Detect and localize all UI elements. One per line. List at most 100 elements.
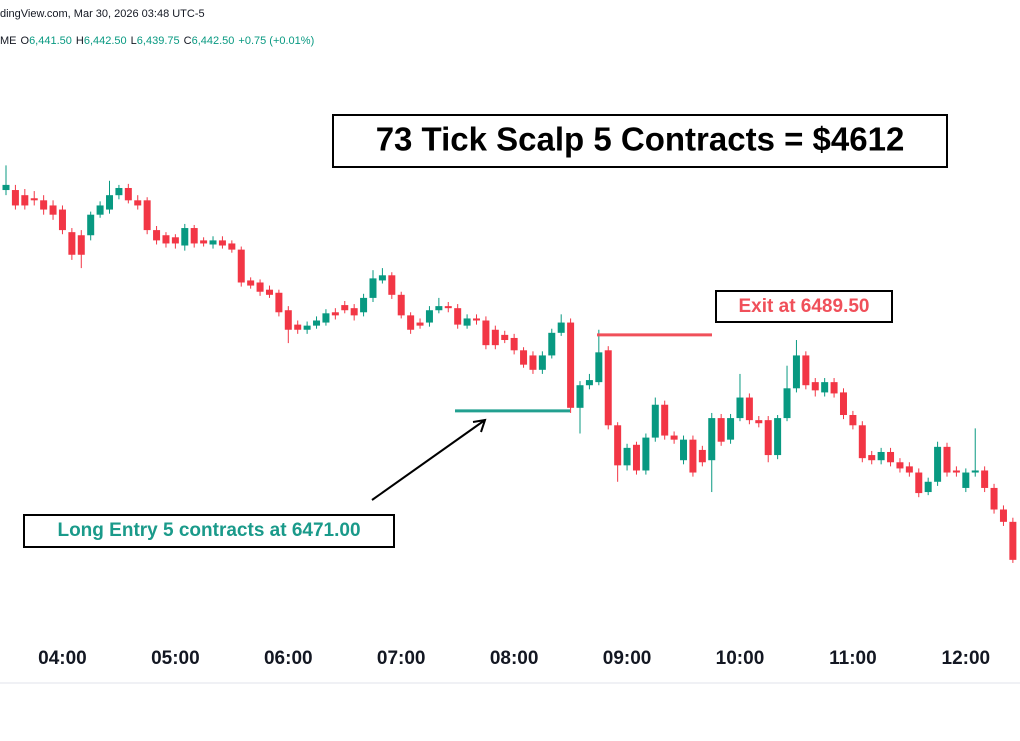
candle-body bbox=[96, 205, 104, 215]
candle-body bbox=[313, 320, 321, 326]
candle-body bbox=[689, 439, 697, 473]
candle-body bbox=[115, 187, 123, 196]
candle-body bbox=[181, 228, 189, 246]
candle-body bbox=[473, 318, 480, 321]
candle-body bbox=[670, 435, 678, 440]
ohlc-line: ME O6,441.50 H6,442.50 L6,439.75 C6,442.50 +0… bbox=[0, 35, 314, 47]
symbol: ME bbox=[0, 35, 17, 47]
candle-body bbox=[510, 337, 518, 351]
candle-body bbox=[595, 352, 603, 383]
candle-body bbox=[275, 292, 283, 313]
candle-body bbox=[11, 190, 19, 206]
ohlc-value: 6,441.50 bbox=[29, 35, 72, 47]
candle-body bbox=[557, 322, 565, 333]
candle-body bbox=[811, 382, 819, 391]
candle-body bbox=[849, 415, 857, 426]
candle-body bbox=[698, 449, 706, 463]
candle-body bbox=[331, 312, 339, 316]
candle-body bbox=[745, 397, 753, 421]
candle-body bbox=[350, 308, 358, 316]
candle-body bbox=[924, 481, 932, 493]
candle-body bbox=[265, 289, 273, 295]
candle-body bbox=[802, 355, 810, 386]
ohlc-key: C bbox=[184, 35, 192, 47]
candle-body bbox=[821, 382, 829, 393]
candle-body bbox=[294, 324, 302, 330]
candle-body bbox=[284, 310, 292, 330]
entry-label: Long Entry 5 contracts at 6471.00 bbox=[57, 520, 360, 541]
exit-label: Exit at 6489.50 bbox=[739, 296, 870, 317]
candle-body bbox=[999, 509, 1007, 522]
candle-body bbox=[990, 487, 998, 510]
candle-body bbox=[708, 418, 716, 461]
candle-body bbox=[962, 472, 970, 488]
candle-body bbox=[783, 388, 791, 419]
candle-body bbox=[397, 294, 405, 316]
chart-title: 73 Tick Scalp 5 Contracts = $4612 bbox=[376, 121, 905, 158]
candle-body bbox=[341, 305, 349, 311]
candle-body bbox=[934, 446, 942, 482]
ohlc-key: H bbox=[76, 35, 84, 47]
candle-body bbox=[915, 472, 923, 494]
candle-body bbox=[614, 425, 622, 466]
ohlc-value: 6,439.75 bbox=[137, 35, 180, 47]
candle-body bbox=[237, 249, 245, 283]
candle-body bbox=[58, 209, 66, 231]
candle-body bbox=[632, 444, 640, 471]
candle-body bbox=[576, 385, 584, 408]
candle-body bbox=[454, 308, 462, 325]
candle-body bbox=[303, 325, 311, 330]
candle-body bbox=[952, 470, 960, 473]
candle-body bbox=[604, 350, 612, 426]
candle-body bbox=[322, 313, 330, 323]
exit-box bbox=[715, 290, 893, 323]
candle-body bbox=[87, 214, 95, 236]
candle-body bbox=[171, 237, 179, 244]
candle-body bbox=[680, 439, 688, 461]
candle-body bbox=[21, 195, 29, 206]
candle-body bbox=[218, 240, 226, 246]
candle-body bbox=[134, 200, 142, 206]
candle-body bbox=[651, 404, 659, 438]
candle-body bbox=[642, 437, 650, 471]
candle-body bbox=[444, 306, 452, 309]
candle-body bbox=[764, 420, 772, 456]
x-tick-label: 12:00 bbox=[942, 648, 991, 669]
candle-body bbox=[830, 382, 838, 394]
x-tick-label: 08:00 bbox=[490, 648, 539, 669]
candle-body bbox=[529, 355, 537, 370]
candle-body bbox=[501, 334, 509, 341]
x-tick-label: 09:00 bbox=[603, 648, 652, 669]
ohlc-change: +0.75 (+0.01%) bbox=[238, 35, 314, 47]
x-tick-label: 06:00 bbox=[264, 648, 313, 669]
candle-body bbox=[839, 392, 847, 416]
candle-body bbox=[425, 310, 433, 323]
candle-body bbox=[153, 230, 161, 241]
candle-body bbox=[661, 404, 669, 436]
source-line: dingView.com, Mar 30, 2026 03:48 UTC-5 bbox=[0, 8, 205, 20]
entry-box bbox=[23, 514, 395, 548]
candle-body bbox=[736, 397, 744, 419]
candle-body bbox=[256, 282, 264, 292]
candle-body bbox=[482, 320, 490, 346]
candle-body bbox=[1009, 521, 1017, 560]
candle-body bbox=[971, 470, 979, 473]
candle-body bbox=[887, 451, 895, 463]
arrow-head bbox=[472, 418, 487, 433]
candle-body bbox=[774, 418, 782, 456]
candle-body bbox=[727, 418, 735, 440]
candle-body bbox=[2, 184, 10, 191]
candle-body bbox=[190, 228, 198, 244]
candle-body bbox=[247, 280, 255, 286]
x-tick-label: 10:00 bbox=[716, 648, 765, 669]
x-tick-label: 05:00 bbox=[151, 648, 200, 669]
candle-body bbox=[30, 198, 38, 201]
candle-body bbox=[567, 322, 575, 408]
candle-body bbox=[538, 355, 546, 370]
candle-body bbox=[40, 200, 48, 210]
candle-body bbox=[905, 466, 913, 473]
candle-body bbox=[585, 380, 593, 386]
candle-body bbox=[548, 332, 556, 356]
